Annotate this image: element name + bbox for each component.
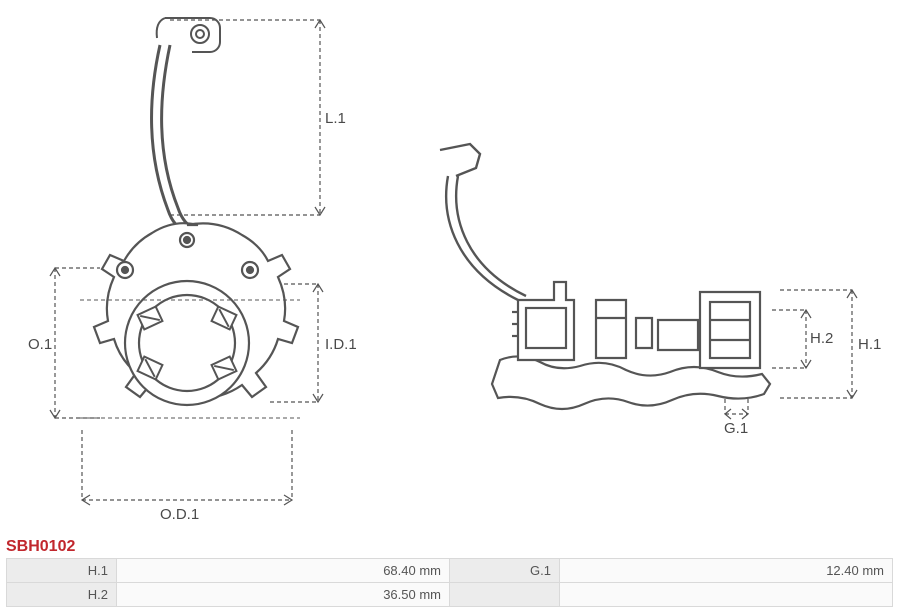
right-view-svg <box>400 0 897 530</box>
spec-table: H.1 68.40 mm G.1 12.40 mm H.2 36.50 mm <box>6 558 893 607</box>
label-G1: G.1 <box>724 420 748 437</box>
spec-val: 68.40 mm <box>117 559 450 583</box>
spec-val: 36.50 mm <box>117 583 450 607</box>
spec-key: H.1 <box>7 559 117 583</box>
label-L1: L.1 <box>325 110 346 127</box>
diagram-area: L.1 I.D.1 O.1 O.D.1 H.1 H.2 G.1 <box>0 0 897 530</box>
spec-val <box>560 583 893 607</box>
label-ID1: I.D.1 <box>325 336 357 353</box>
table-row: H.1 68.40 mm G.1 12.40 mm <box>7 559 893 583</box>
spec-key: G.1 <box>450 559 560 583</box>
spec-key <box>450 583 560 607</box>
label-O1: O.1 <box>28 336 52 353</box>
spec-key: H.2 <box>7 583 117 607</box>
table-row: H.2 36.50 mm <box>7 583 893 607</box>
part-number: SBH0102 <box>6 538 75 556</box>
label-OD1: O.D.1 <box>160 506 199 523</box>
spec-val: 12.40 mm <box>560 559 893 583</box>
label-H1: H.1 <box>858 336 881 353</box>
left-view-svg <box>0 0 400 530</box>
label-H2: H.2 <box>810 330 833 347</box>
